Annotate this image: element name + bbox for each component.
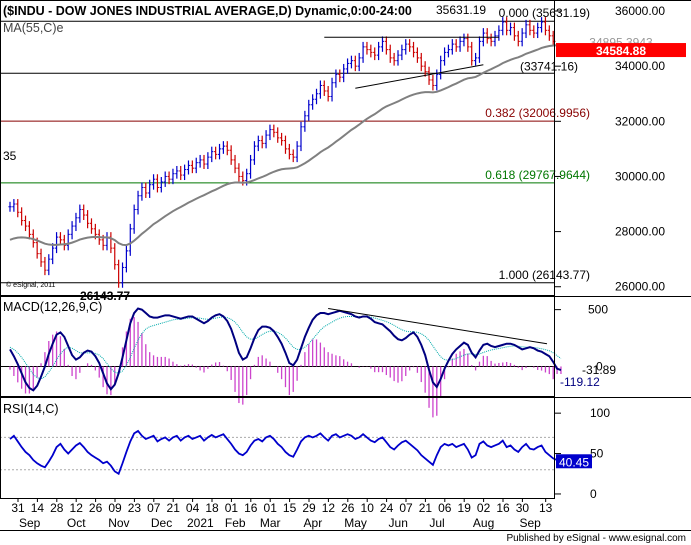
x-tick-label: 30 (516, 501, 530, 515)
x-tick-label: 21 (419, 501, 433, 515)
ma-line (9, 43, 562, 247)
x-tick-label: 01 (225, 501, 239, 515)
x-tick-label: 10 (361, 501, 375, 515)
x-month-label: Sep (19, 516, 41, 530)
high-annotation: 35631.19 (436, 3, 486, 17)
x-month-label: Mar (260, 516, 281, 530)
x-tick-label: 01 (264, 501, 278, 515)
panel-border (0, 397, 555, 499)
fib-label: 0.000 (35631.19) (499, 6, 590, 20)
x-tick-label: 21 (167, 501, 181, 515)
price-title: ($INDU - DOW JONES INDUSTRIAL AVERAGE,D)… (3, 4, 412, 18)
x-month-label: 2021 (187, 516, 214, 530)
ma-legend: MA(55,C)e (3, 21, 63, 35)
x-tick-label: 19 (458, 501, 472, 515)
rsi-ytick-label: 50 (590, 447, 604, 461)
x-tick-label: 04 (186, 501, 200, 515)
x-tick-label: 02 (477, 501, 491, 515)
x-tick-label: 24 (380, 501, 394, 515)
x-tick-label: 12 (322, 501, 336, 515)
rsi-line (9, 429, 562, 476)
rsi-ytick-label: 0 (590, 487, 597, 501)
fib-label: 1.000 (26143.77) (499, 268, 590, 282)
x-tick-label: 09 (108, 501, 122, 515)
rsi-ytick-label: 100 (590, 406, 610, 420)
macd-signal-badge (556, 373, 608, 387)
price-ytick-label: 28000.00 (615, 225, 665, 239)
macd-ytick-label: 500 (588, 303, 608, 317)
price-ytick-label: 32000.00 (615, 114, 665, 128)
x-tick-label: 26 (341, 501, 355, 515)
rsi-badge-text: 40.45 (559, 455, 589, 469)
macd-title: MACD(12,26,9,C) (3, 300, 102, 314)
x-month-label: Feb (225, 516, 246, 530)
fib-label: 0.382 (32006.9956) (485, 106, 590, 120)
x-month-label: Oct (67, 516, 86, 530)
x-month-label: Nov (108, 516, 129, 530)
copyright-text: © eSignal, 2011 (6, 281, 56, 289)
x-tick-label: 28 (50, 501, 64, 515)
rsi-panel: 0 50 100 40.45 (0, 406, 610, 501)
macd-signal-line (9, 315, 562, 380)
x-tick-label: 29 (302, 501, 316, 515)
macd-line (9, 307, 562, 392)
x-month-label: Dec (151, 516, 172, 530)
price-bars (8, 17, 563, 288)
support-label: (33741.16) (520, 59, 578, 73)
price-ytick-label: 36000.00 (615, 4, 665, 18)
x-axis: 31 14 28 12 26 09 23 07 21 04 18 01 16 01 15 29 12 26 10 24… (11, 498, 553, 530)
price-panel: 26000.00 28000.00 30000.00 32000.00 34000.00… (0, 3, 686, 303)
x-tick-label: 16 (244, 501, 258, 515)
x-tick-label: 06 (438, 501, 452, 515)
panel-border (0, 296, 555, 397)
x-tick-label: 13 (539, 501, 553, 515)
x-month-label: Sep (519, 516, 541, 530)
x-month-label: Jun (389, 516, 408, 530)
panel-border (0, 0, 555, 296)
last-price-badge (556, 43, 686, 58)
side-label: 35 (3, 149, 17, 163)
x-tick-label: 12 (70, 501, 84, 515)
macd-zero-label: 0 (596, 359, 603, 373)
rsi-badge (556, 454, 592, 469)
macd-panel: 0 500 -31.89-119.12 (0, 303, 616, 418)
macd-last-text: -31.89 (582, 363, 616, 377)
x-tick-label: 07 (399, 501, 413, 515)
x-tick-label: 18 (205, 501, 219, 515)
macd-trendline (328, 308, 548, 345)
footer-published: Published by eSignal - www.esignal.com (506, 533, 686, 544)
x-tick-label: 16 (496, 501, 510, 515)
panel-frames (0, 0, 691, 531)
x-tick-label: 14 (31, 501, 45, 515)
fib-label: 0.618 (29767.9644) (485, 168, 590, 182)
x-tick-label: 07 (147, 501, 161, 515)
x-month-label: Aug (473, 516, 494, 530)
x-tick-label: 31 (11, 501, 25, 515)
trendline (355, 64, 484, 89)
x-tick-label: 15 (283, 501, 297, 515)
last-price-text: 34584.88 (596, 44, 646, 58)
x-tick-label: 26 (89, 501, 103, 515)
x-month-label: Apr (304, 516, 323, 530)
x-tick-label: 23 (128, 501, 142, 515)
macd-signal-text: -119.12 (560, 375, 600, 389)
x-month-label: May (344, 516, 367, 530)
price-ytick-label: 26000.00 (615, 280, 665, 294)
price-ytick-label: 34000.00 (615, 59, 665, 73)
rsi-title: RSI(14,C) (3, 402, 59, 416)
price-ytick-label: 30000.00 (615, 169, 665, 183)
x-month-label: Jul (429, 516, 444, 530)
